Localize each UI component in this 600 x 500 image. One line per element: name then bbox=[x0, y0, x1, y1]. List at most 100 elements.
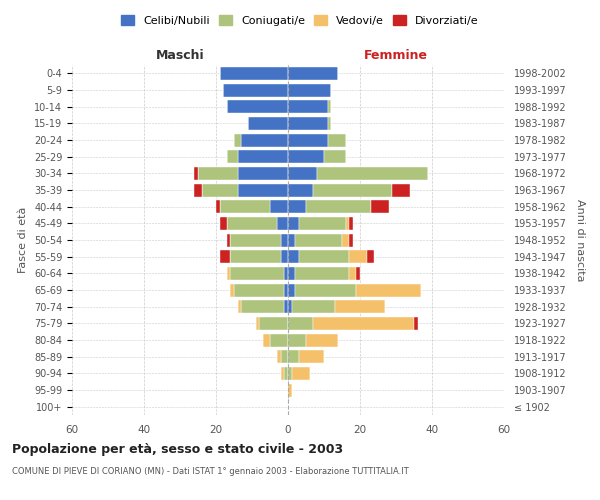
Bar bbox=[194, 167, 198, 180]
Bar bbox=[220, 250, 230, 263]
Bar bbox=[241, 300, 284, 313]
Bar bbox=[295, 267, 349, 280]
Bar bbox=[306, 200, 371, 213]
Bar bbox=[288, 100, 328, 113]
Bar bbox=[238, 300, 241, 313]
Bar bbox=[220, 67, 288, 80]
Bar bbox=[288, 184, 313, 196]
Bar bbox=[288, 67, 338, 80]
Bar bbox=[342, 234, 349, 246]
Bar bbox=[198, 167, 238, 180]
Bar bbox=[284, 367, 288, 380]
Bar bbox=[288, 350, 299, 363]
Bar bbox=[288, 317, 313, 330]
Bar bbox=[313, 317, 414, 330]
Bar bbox=[346, 217, 349, 230]
Bar bbox=[259, 317, 288, 330]
Bar bbox=[349, 250, 367, 263]
Text: Femmine: Femmine bbox=[364, 48, 428, 62]
Bar bbox=[335, 300, 385, 313]
Bar bbox=[306, 334, 338, 346]
Bar bbox=[313, 184, 392, 196]
Bar bbox=[227, 150, 238, 163]
Bar bbox=[223, 84, 288, 96]
Bar bbox=[288, 267, 295, 280]
Bar bbox=[270, 334, 288, 346]
Bar bbox=[234, 284, 284, 296]
Bar bbox=[328, 100, 331, 113]
Bar bbox=[281, 350, 288, 363]
Bar bbox=[288, 367, 292, 380]
Bar bbox=[288, 134, 328, 146]
Bar bbox=[230, 234, 281, 246]
Bar bbox=[288, 334, 306, 346]
Bar bbox=[281, 250, 288, 263]
Bar bbox=[414, 317, 418, 330]
Bar bbox=[288, 250, 299, 263]
Bar bbox=[288, 234, 295, 246]
Bar bbox=[263, 334, 270, 346]
Bar bbox=[288, 117, 328, 130]
Bar bbox=[288, 217, 299, 230]
Bar bbox=[248, 117, 288, 130]
Bar bbox=[288, 300, 292, 313]
Bar bbox=[220, 200, 270, 213]
Bar bbox=[288, 167, 317, 180]
Bar bbox=[270, 200, 288, 213]
Bar bbox=[284, 284, 288, 296]
Bar bbox=[288, 384, 292, 396]
Bar bbox=[299, 250, 349, 263]
Bar bbox=[277, 217, 288, 230]
Bar bbox=[194, 184, 202, 196]
Bar bbox=[284, 267, 288, 280]
Bar bbox=[367, 250, 374, 263]
Bar bbox=[234, 134, 241, 146]
Bar bbox=[392, 184, 410, 196]
Bar bbox=[220, 217, 227, 230]
Y-axis label: Anni di nascita: Anni di nascita bbox=[575, 198, 585, 281]
Bar bbox=[227, 100, 288, 113]
Y-axis label: Fasce di età: Fasce di età bbox=[19, 207, 28, 273]
Bar bbox=[281, 234, 288, 246]
Bar bbox=[349, 234, 353, 246]
Bar bbox=[227, 267, 230, 280]
Bar bbox=[230, 284, 234, 296]
Bar bbox=[292, 300, 335, 313]
Bar bbox=[227, 234, 230, 246]
Bar bbox=[238, 167, 288, 180]
Text: Maschi: Maschi bbox=[155, 48, 205, 62]
Bar bbox=[230, 250, 281, 263]
Bar bbox=[328, 117, 331, 130]
Bar bbox=[317, 167, 428, 180]
Bar bbox=[281, 367, 284, 380]
Bar bbox=[349, 217, 353, 230]
Bar bbox=[241, 134, 288, 146]
Bar bbox=[295, 234, 342, 246]
Text: Popolazione per età, sesso e stato civile - 2003: Popolazione per età, sesso e stato civil… bbox=[12, 442, 343, 456]
Bar bbox=[299, 217, 346, 230]
Bar bbox=[371, 200, 389, 213]
Bar bbox=[356, 284, 421, 296]
Text: COMUNE DI PIEVE DI CORIANO (MN) - Dati ISTAT 1° gennaio 2003 - Elaborazione TUTT: COMUNE DI PIEVE DI CORIANO (MN) - Dati I… bbox=[12, 468, 409, 476]
Bar bbox=[288, 150, 324, 163]
Bar bbox=[284, 300, 288, 313]
Bar bbox=[238, 150, 288, 163]
Bar bbox=[324, 150, 346, 163]
Bar bbox=[356, 267, 360, 280]
Bar bbox=[230, 267, 284, 280]
Bar bbox=[227, 217, 277, 230]
Bar bbox=[216, 200, 220, 213]
Bar bbox=[288, 84, 331, 96]
Bar bbox=[288, 284, 295, 296]
Bar bbox=[277, 350, 281, 363]
Bar bbox=[328, 134, 346, 146]
Bar bbox=[256, 317, 259, 330]
Bar bbox=[288, 200, 306, 213]
Bar bbox=[349, 267, 356, 280]
Bar bbox=[292, 367, 310, 380]
Bar bbox=[202, 184, 238, 196]
Bar bbox=[299, 350, 324, 363]
Bar bbox=[238, 184, 288, 196]
Legend: Celibi/Nubili, Coniugati/e, Vedovi/e, Divorziati/e: Celibi/Nubili, Coniugati/e, Vedovi/e, Di… bbox=[117, 10, 483, 30]
Bar bbox=[295, 284, 356, 296]
